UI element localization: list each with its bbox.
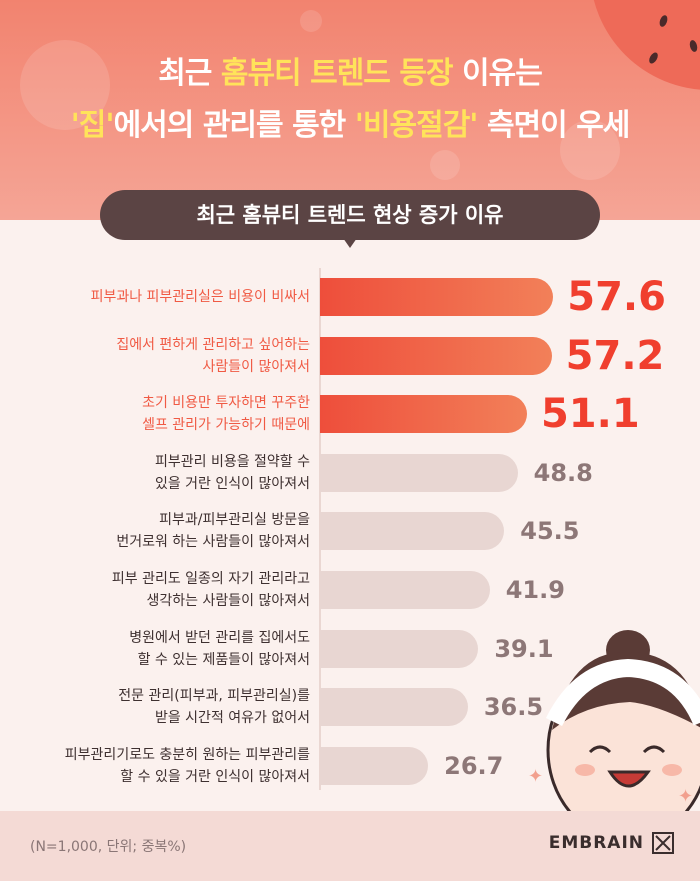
decor-bubble	[560, 120, 620, 180]
bar	[320, 688, 468, 727]
value-label: 36.5	[483, 693, 544, 722]
sparkle-icon: ✦	[678, 786, 694, 807]
footer-bar	[0, 811, 700, 881]
chart-title-pill: 최근 홈뷰티 트렌드 현상 증가 이유	[100, 190, 600, 240]
bar	[320, 746, 429, 785]
bar	[320, 336, 552, 375]
bar	[320, 395, 527, 434]
bar	[320, 512, 505, 551]
sample-note: (N=1,000, 단위; 중복%)	[30, 839, 187, 855]
category-label-line: 받을 시간적 여유가 없어서	[154, 710, 310, 727]
category-label-line: 피부과나 피부관리실은 비용이 비싸서	[90, 289, 310, 305]
decor-bubble	[300, 10, 322, 32]
title-segment: '비용절감'	[354, 108, 479, 143]
header-banner: 최근 홈뷰티 트렌드 등장 이유는 '집'에서의 관리를 통한 '비용절감' 측…	[0, 0, 700, 220]
category-label-line: 사람들이 많아져서	[202, 358, 311, 375]
category-label: 피부과나 피부관리실은 비용이 비싸서	[20, 268, 310, 326]
title-segment: 에서의 관리를 통한	[113, 108, 355, 143]
category-label-line: 피부과/피부관리실 방문을	[159, 512, 310, 529]
title-segment: 최근	[158, 56, 221, 91]
title-line-2: '집'에서의 관리를 통한 '비용절감' 측면이 우세	[0, 100, 700, 152]
category-label-line: 할 수 있을 거란 인식이 많아져서	[120, 768, 310, 785]
category-label-line: 피부관리 비용을 절약할 수	[154, 453, 310, 470]
chart-row: 피부과나 피부관리실은 비용이 비싸서 57.6	[0, 268, 700, 326]
brand-logo: EMBRAIN	[549, 832, 674, 854]
bar	[320, 571, 490, 609]
category-label-line: 할 수 있는 제품들이 많아져서	[137, 651, 310, 668]
brand-name: EMBRAIN	[548, 833, 644, 853]
title-segment: 홈뷰티 트렌드 등장	[220, 56, 454, 91]
title-line-1: 최근 홈뷰티 트렌드 등장 이유는	[0, 48, 700, 100]
value-label: 51.1	[540, 391, 640, 438]
embrain-logo-icon	[652, 832, 674, 854]
title-segment: 이유는	[452, 56, 543, 91]
pill-pointer	[343, 238, 357, 248]
decor-bubble	[430, 150, 460, 180]
category-label-line: 전문 관리(피부과, 피부관리실)를	[118, 688, 310, 705]
category-label-line: 생각하는 사람들이 많아져서	[146, 593, 310, 609]
value-label: 39.1	[494, 634, 554, 663]
category-label-line: 피부 관리도 일종의 자기 관리라고	[111, 571, 310, 587]
page-title: 최근 홈뷰티 트렌드 등장 이유는 '집'에서의 관리를 통한 '비용절감' 측…	[0, 48, 700, 152]
bar	[320, 453, 518, 492]
sparkle-icon: ✦	[528, 766, 544, 787]
category-label-line: 있을 거란 인식이 많아져서	[154, 475, 310, 492]
category-label-line: 집에서 편하게 관리하고 싶어하는	[116, 336, 310, 353]
title-segment: '집'	[70, 108, 115, 143]
smiling-face-illustration	[545, 630, 700, 811]
value-label: 48.8	[533, 458, 593, 487]
category-label-line: 초기 비용만 투자하면 꾸주한	[142, 395, 310, 412]
decor-bubble	[20, 40, 110, 130]
value-label: 41.9	[505, 576, 565, 604]
category-label-line: 번거로워 하는 사람들이 많아져서	[116, 534, 310, 551]
title-segment: 측면이 우세	[477, 108, 630, 143]
category-label-line: 병원에서 받던 관리를 집에서도	[129, 629, 310, 646]
category-label-line: 셀프 관리가 가능하기 때문에	[142, 417, 310, 434]
value-label: 45.5	[520, 517, 580, 546]
value-label: 57.2	[565, 332, 665, 379]
category-label-line: 피부관리기로도 충분히 원하는 피부관리를	[64, 746, 310, 763]
value-label: 57.6	[567, 274, 666, 320]
value-label: 26.7	[444, 751, 504, 780]
bar	[320, 278, 554, 316]
bar	[320, 629, 479, 668]
